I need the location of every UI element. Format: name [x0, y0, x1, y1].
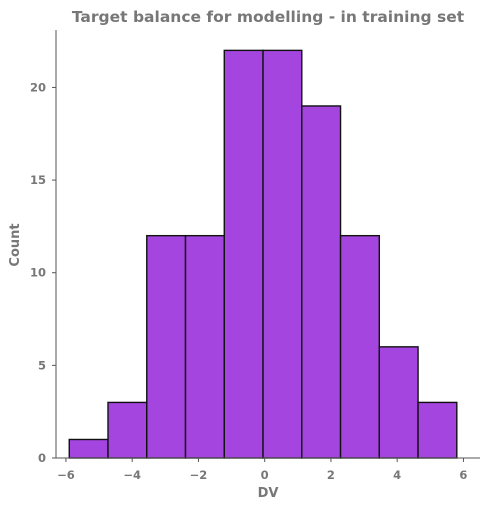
- y-tick-label: 0: [38, 451, 46, 465]
- histogram-bar: [262, 49, 303, 459]
- y-tick-label: 20: [30, 80, 46, 94]
- y-tick-label: 10: [30, 266, 46, 280]
- x-tick-label: −4: [123, 468, 141, 482]
- histogram-bar: [184, 234, 225, 459]
- histogram-bar: [339, 234, 381, 459]
- y-axis-label: Count: [8, 223, 23, 266]
- histogram-bar: [301, 105, 342, 459]
- histogram-bar: [68, 438, 109, 459]
- y-ticks-group: 0 5 10 15 20: [30, 80, 56, 465]
- x-tick-label: 2: [327, 468, 335, 482]
- x-tick-label: 6: [459, 468, 467, 482]
- y-tick-label: 15: [30, 173, 46, 187]
- x-ticks-group: −6 −4 −2 0 2 4 6: [57, 458, 467, 482]
- bars-group: [68, 49, 458, 459]
- histogram-bar: [223, 49, 264, 459]
- chart-title: Target balance for modelling - in traini…: [72, 8, 465, 26]
- x-tick-label: 4: [393, 468, 401, 482]
- x-tick-label: −6: [57, 468, 75, 482]
- x-tick-label: 0: [261, 468, 269, 482]
- y-tick-label: 5: [38, 358, 46, 372]
- histogram-bar: [417, 401, 458, 459]
- histogram-bar: [107, 401, 148, 459]
- x-tick-label: −2: [190, 468, 208, 482]
- histogram-bar: [378, 346, 419, 459]
- histogram-bar: [146, 234, 187, 459]
- x-axis-label: DV: [258, 486, 279, 501]
